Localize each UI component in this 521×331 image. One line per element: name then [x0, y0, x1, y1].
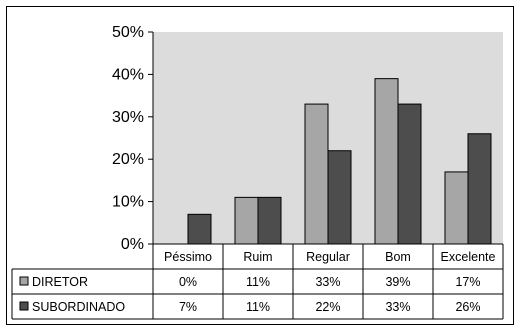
y-tick-label: 20%	[112, 151, 144, 168]
y-tick-label: 50%	[112, 24, 144, 41]
category-label: Excelente	[441, 250, 496, 264]
bar-subordinado-2	[257, 196, 282, 245]
data-label: 22%	[315, 300, 340, 314]
legend-swatch-diretor	[19, 276, 29, 286]
data-label: 26%	[455, 300, 480, 314]
data-label: 39%	[385, 275, 410, 289]
y-tick-label: 0%	[121, 236, 144, 253]
legend-label-diretor: DIRETOR	[32, 275, 88, 289]
data-label: 11%	[246, 300, 270, 314]
bar-diretor-3	[304, 103, 329, 245]
data-label: 33%	[315, 275, 340, 289]
category-label: Péssimo	[164, 250, 212, 264]
category-label: Bom	[385, 250, 411, 264]
data-label: 33%	[385, 300, 410, 314]
bar-subordinado-3	[327, 150, 352, 245]
bar-subordinado-1	[187, 213, 212, 245]
y-tick-label: 30%	[112, 109, 144, 126]
bar-diretor-5	[444, 171, 469, 245]
bar-diretor-4	[374, 78, 399, 245]
category-label: Ruim	[243, 250, 272, 264]
data-label: 11%	[246, 275, 270, 289]
y-tick-label: 10%	[112, 194, 144, 211]
bar-subordinado-4	[397, 103, 422, 245]
data-label: 17%	[455, 275, 480, 289]
category-label: Regular	[306, 250, 350, 264]
bar-subordinado-5	[467, 133, 492, 245]
y-tick-label: 40%	[112, 66, 144, 83]
data-label: 7%	[179, 300, 197, 314]
data-label: 0%	[179, 275, 197, 289]
legend-swatch-subordinado	[19, 301, 29, 311]
legend-label-subordinado: SUBORDINADO	[32, 300, 125, 314]
bar-diretor-2	[234, 196, 259, 245]
